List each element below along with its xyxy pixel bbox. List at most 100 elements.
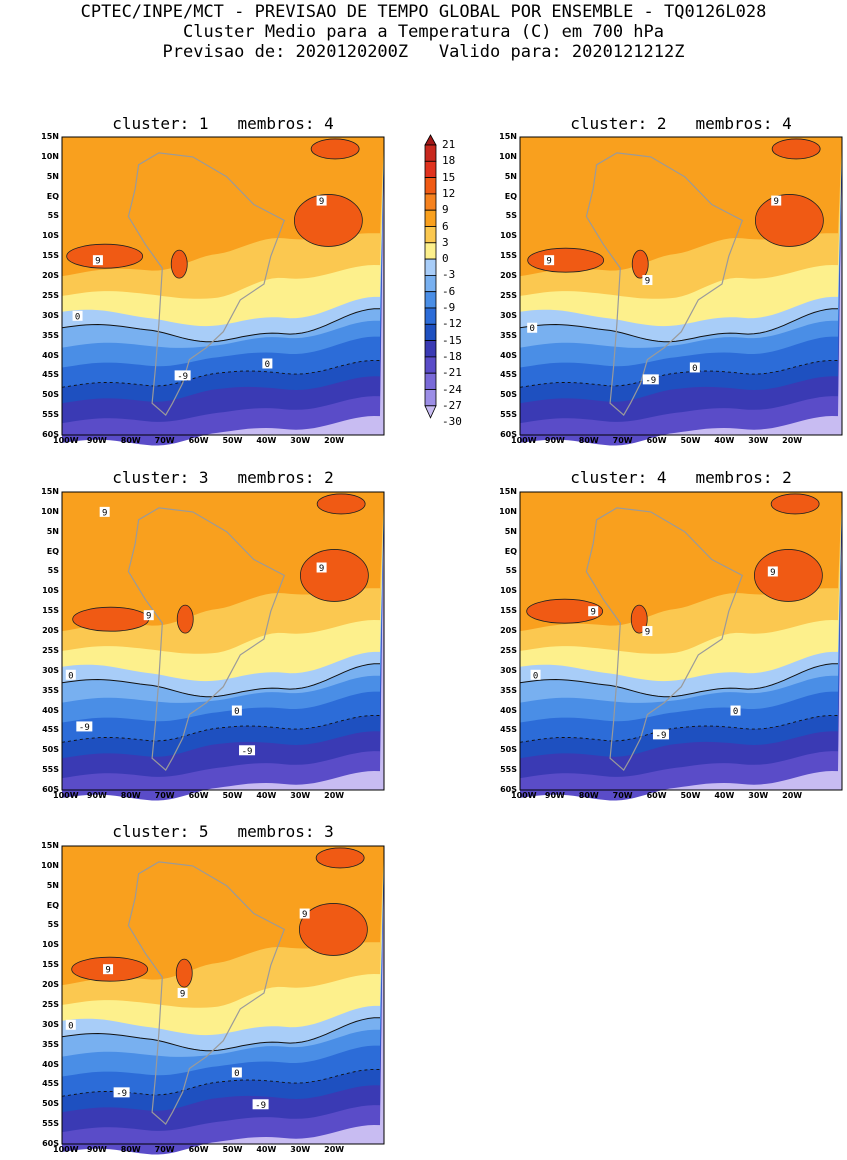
map-panel-cluster-3: 9 9 9 0 0 -9 -9 15N 10N 5N EQ 5S 10S 15S 20S 25S 30S 35S 4… — [41, 487, 385, 806]
lon-tick-label: 40W — [714, 436, 735, 445]
lat-tick-label: 20S — [42, 980, 59, 990]
warm-region — [170, 249, 188, 279]
lat-tick-label: 15N — [499, 487, 517, 496]
contour-label-box — [99, 506, 110, 517]
lon-tick-label: 90W — [86, 1145, 107, 1154]
lat-tick-label: 10N — [41, 860, 59, 870]
shading-band — [62, 846, 384, 986]
lon-tick-label: 20W — [324, 1145, 345, 1154]
colorbar-label: 21 — [442, 138, 456, 151]
lat-tick-label: 20S — [500, 271, 517, 281]
lon-tick-label: 60W — [646, 436, 667, 445]
lat-tick-label: 20S — [42, 626, 59, 636]
lon-tick-label: 30W — [748, 436, 769, 445]
map-panel-cluster-1: 9 9 0 0 -9 15N 10N 5N EQ 5S 10S 15S 20S 25S 30S 35S 40S 4… — [41, 132, 385, 451]
contour-label: 0 — [68, 671, 73, 681]
lat-tick-label: 25S — [42, 999, 59, 1009]
lat-tick-label: 5N — [504, 171, 517, 181]
warm-region — [293, 194, 363, 247]
lat-tick-label: 60S — [500, 430, 517, 439]
lat-tick-label: 5S — [47, 920, 59, 930]
colorbar-cell — [424, 193, 437, 211]
lon-tick-label: 40W — [256, 436, 277, 445]
contour-label: 0 — [234, 707, 239, 717]
warm-region — [66, 243, 144, 269]
contour-label: -9 — [242, 747, 253, 757]
lat-tick-label: 20S — [500, 626, 517, 636]
contour-label-box — [113, 1087, 130, 1098]
lat-tick-label: 40S — [500, 705, 517, 715]
lat-tick-label: EQ — [504, 546, 517, 556]
colorbar-cell — [424, 177, 437, 195]
lon-tick-label: 30W — [748, 791, 769, 800]
lat-tick-label: EQ — [504, 191, 517, 201]
lon-tick-label: 70W — [612, 436, 633, 445]
lat-tick-label: 10N — [499, 506, 517, 516]
warm-region — [526, 598, 604, 624]
contour-label-box — [588, 606, 599, 617]
contour-label-box — [65, 669, 76, 680]
lat-tick-label: 35S — [42, 1039, 59, 1049]
contour-label: -9 — [79, 723, 90, 733]
header-line-3: Previsao de: 2020120200Z Valido para: 20… — [162, 42, 685, 62]
lat-tick-label: 15S — [500, 606, 517, 616]
colorbar-cell — [424, 291, 437, 309]
map-svg: 9 9 9 0 0 -9 — [519, 136, 843, 446]
lon-tick-label: 40W — [714, 791, 735, 800]
colorbar-label: -12 — [442, 317, 462, 331]
contour-label-box — [771, 195, 782, 206]
lat-tick-label: 40S — [42, 350, 59, 360]
map-svg: 9 9 9 0 0 -9 — [519, 491, 843, 801]
lat-tick-label: 15S — [42, 960, 59, 970]
contour-label-box — [730, 705, 741, 716]
contour-label: 9 — [319, 564, 324, 574]
lat-tick-label: 25S — [42, 290, 59, 300]
lon-tick-label: 70W — [612, 791, 633, 800]
lat-tick-label: 45S — [42, 725, 59, 735]
contour-label-box — [252, 1099, 269, 1110]
colorbar-cell — [424, 144, 437, 162]
lat-tick-label: 50S — [42, 1099, 59, 1109]
colorbar-label: -18 — [442, 349, 462, 363]
colorbar-cell — [424, 323, 437, 342]
lat-tick-label: EQ — [46, 900, 59, 910]
lon-tick-label: 100W — [511, 436, 537, 445]
panel-4-title: cluster: 4 membros: 2 — [570, 468, 792, 487]
lon-tick-label: 80W — [578, 436, 599, 445]
lat-tick-label: 30S — [500, 665, 517, 675]
contour-label: 0 — [529, 324, 534, 334]
lon-tick-label: 50W — [680, 436, 701, 445]
lat-tick-label: EQ — [46, 546, 59, 556]
warm-region — [299, 549, 369, 602]
lat-tick-label: EQ — [46, 191, 59, 201]
lon-tick-label: 70W — [154, 791, 175, 800]
warm-region — [298, 903, 368, 956]
colorbar-label: -27 — [442, 398, 462, 412]
lat-tick-label: 15S — [42, 606, 59, 616]
lon-tick-label: 20W — [782, 791, 803, 800]
shading-band — [520, 137, 842, 277]
lat-tick-label: 5N — [46, 171, 59, 181]
lat-tick-label: 15N — [41, 841, 59, 850]
contour-label-box — [262, 358, 273, 369]
contour-label: 9 — [319, 197, 324, 207]
lon-tick-label: 100W — [53, 436, 79, 445]
colorbar-label: 18 — [442, 154, 456, 168]
lon-tick-label: 90W — [544, 791, 565, 800]
lon-tick-label: 30W — [290, 1145, 311, 1154]
lat-tick-label: 55S — [42, 765, 59, 775]
map-panel-cluster-5: 9 9 9 0 0 -9 -9 15N 10N 5N EQ 5S 10S 15S 20S 25S 30S 35S 4… — [41, 841, 385, 1160]
colorbar-svg — [424, 134, 437, 419]
contour-label-box — [143, 610, 154, 621]
lon-tick-label: 50W — [222, 436, 243, 445]
contour-label: 9 — [105, 966, 110, 976]
lat-tick-label: 15S — [500, 251, 517, 261]
lat-tick-label: 50S — [500, 390, 517, 400]
warm-region — [770, 493, 820, 515]
lat-tick-label: 50S — [42, 390, 59, 400]
contour-label-box — [642, 275, 653, 286]
header-line-2: Cluster Medio para a Temperatura (C) em … — [182, 22, 665, 42]
lon-tick-label: 60W — [188, 1145, 209, 1154]
contour-label-box — [231, 1067, 242, 1078]
colorbar-cell — [424, 307, 437, 325]
